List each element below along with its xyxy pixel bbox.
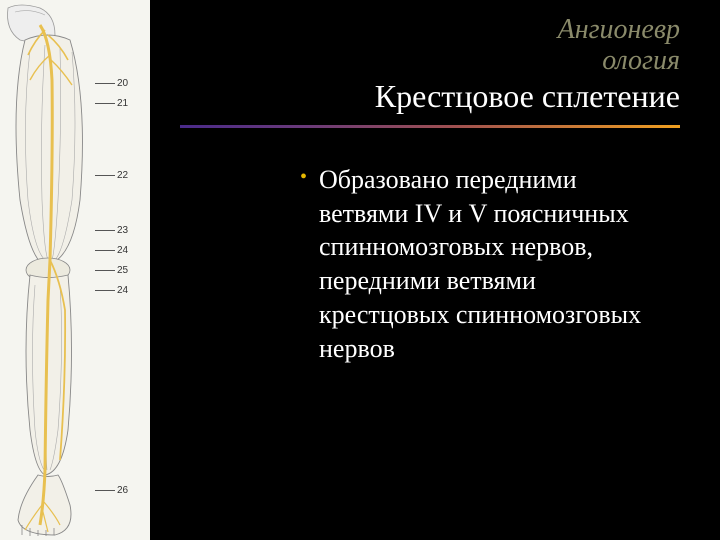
illustration-label: 22 — [95, 170, 128, 181]
body-block: • Образовано передними ветвями IV и V по… — [300, 163, 680, 366]
subtitle-line2: ология — [180, 46, 680, 75]
subtitle-line1: Ангионевр — [180, 15, 680, 44]
bullet-marker: • — [300, 163, 307, 191]
illustration-label: 20 — [95, 78, 128, 89]
illustration-label: 21 — [95, 98, 128, 109]
illustration-label: 26 — [95, 485, 128, 496]
slide: 20 21 22 23 24 25 24 26 Ангионевр ология… — [0, 0, 720, 540]
title-underline — [180, 125, 680, 128]
illustration-label: 25 — [95, 265, 128, 276]
illustration-label: 23 — [95, 225, 128, 236]
content-area: Ангионевр ология Крестцовое сплетение • … — [150, 0, 720, 540]
illustration-label: 24 — [95, 285, 128, 296]
heading-block: Ангионевр ология Крестцовое сплетение — [180, 15, 680, 133]
slide-title: Крестцовое сплетение — [180, 78, 680, 115]
bullet-text: Образовано передними ветвями IV и V пояс… — [319, 163, 649, 366]
anatomical-illustration: 20 21 22 23 24 25 24 26 — [0, 0, 150, 540]
illustration-label: 24 — [95, 245, 128, 256]
